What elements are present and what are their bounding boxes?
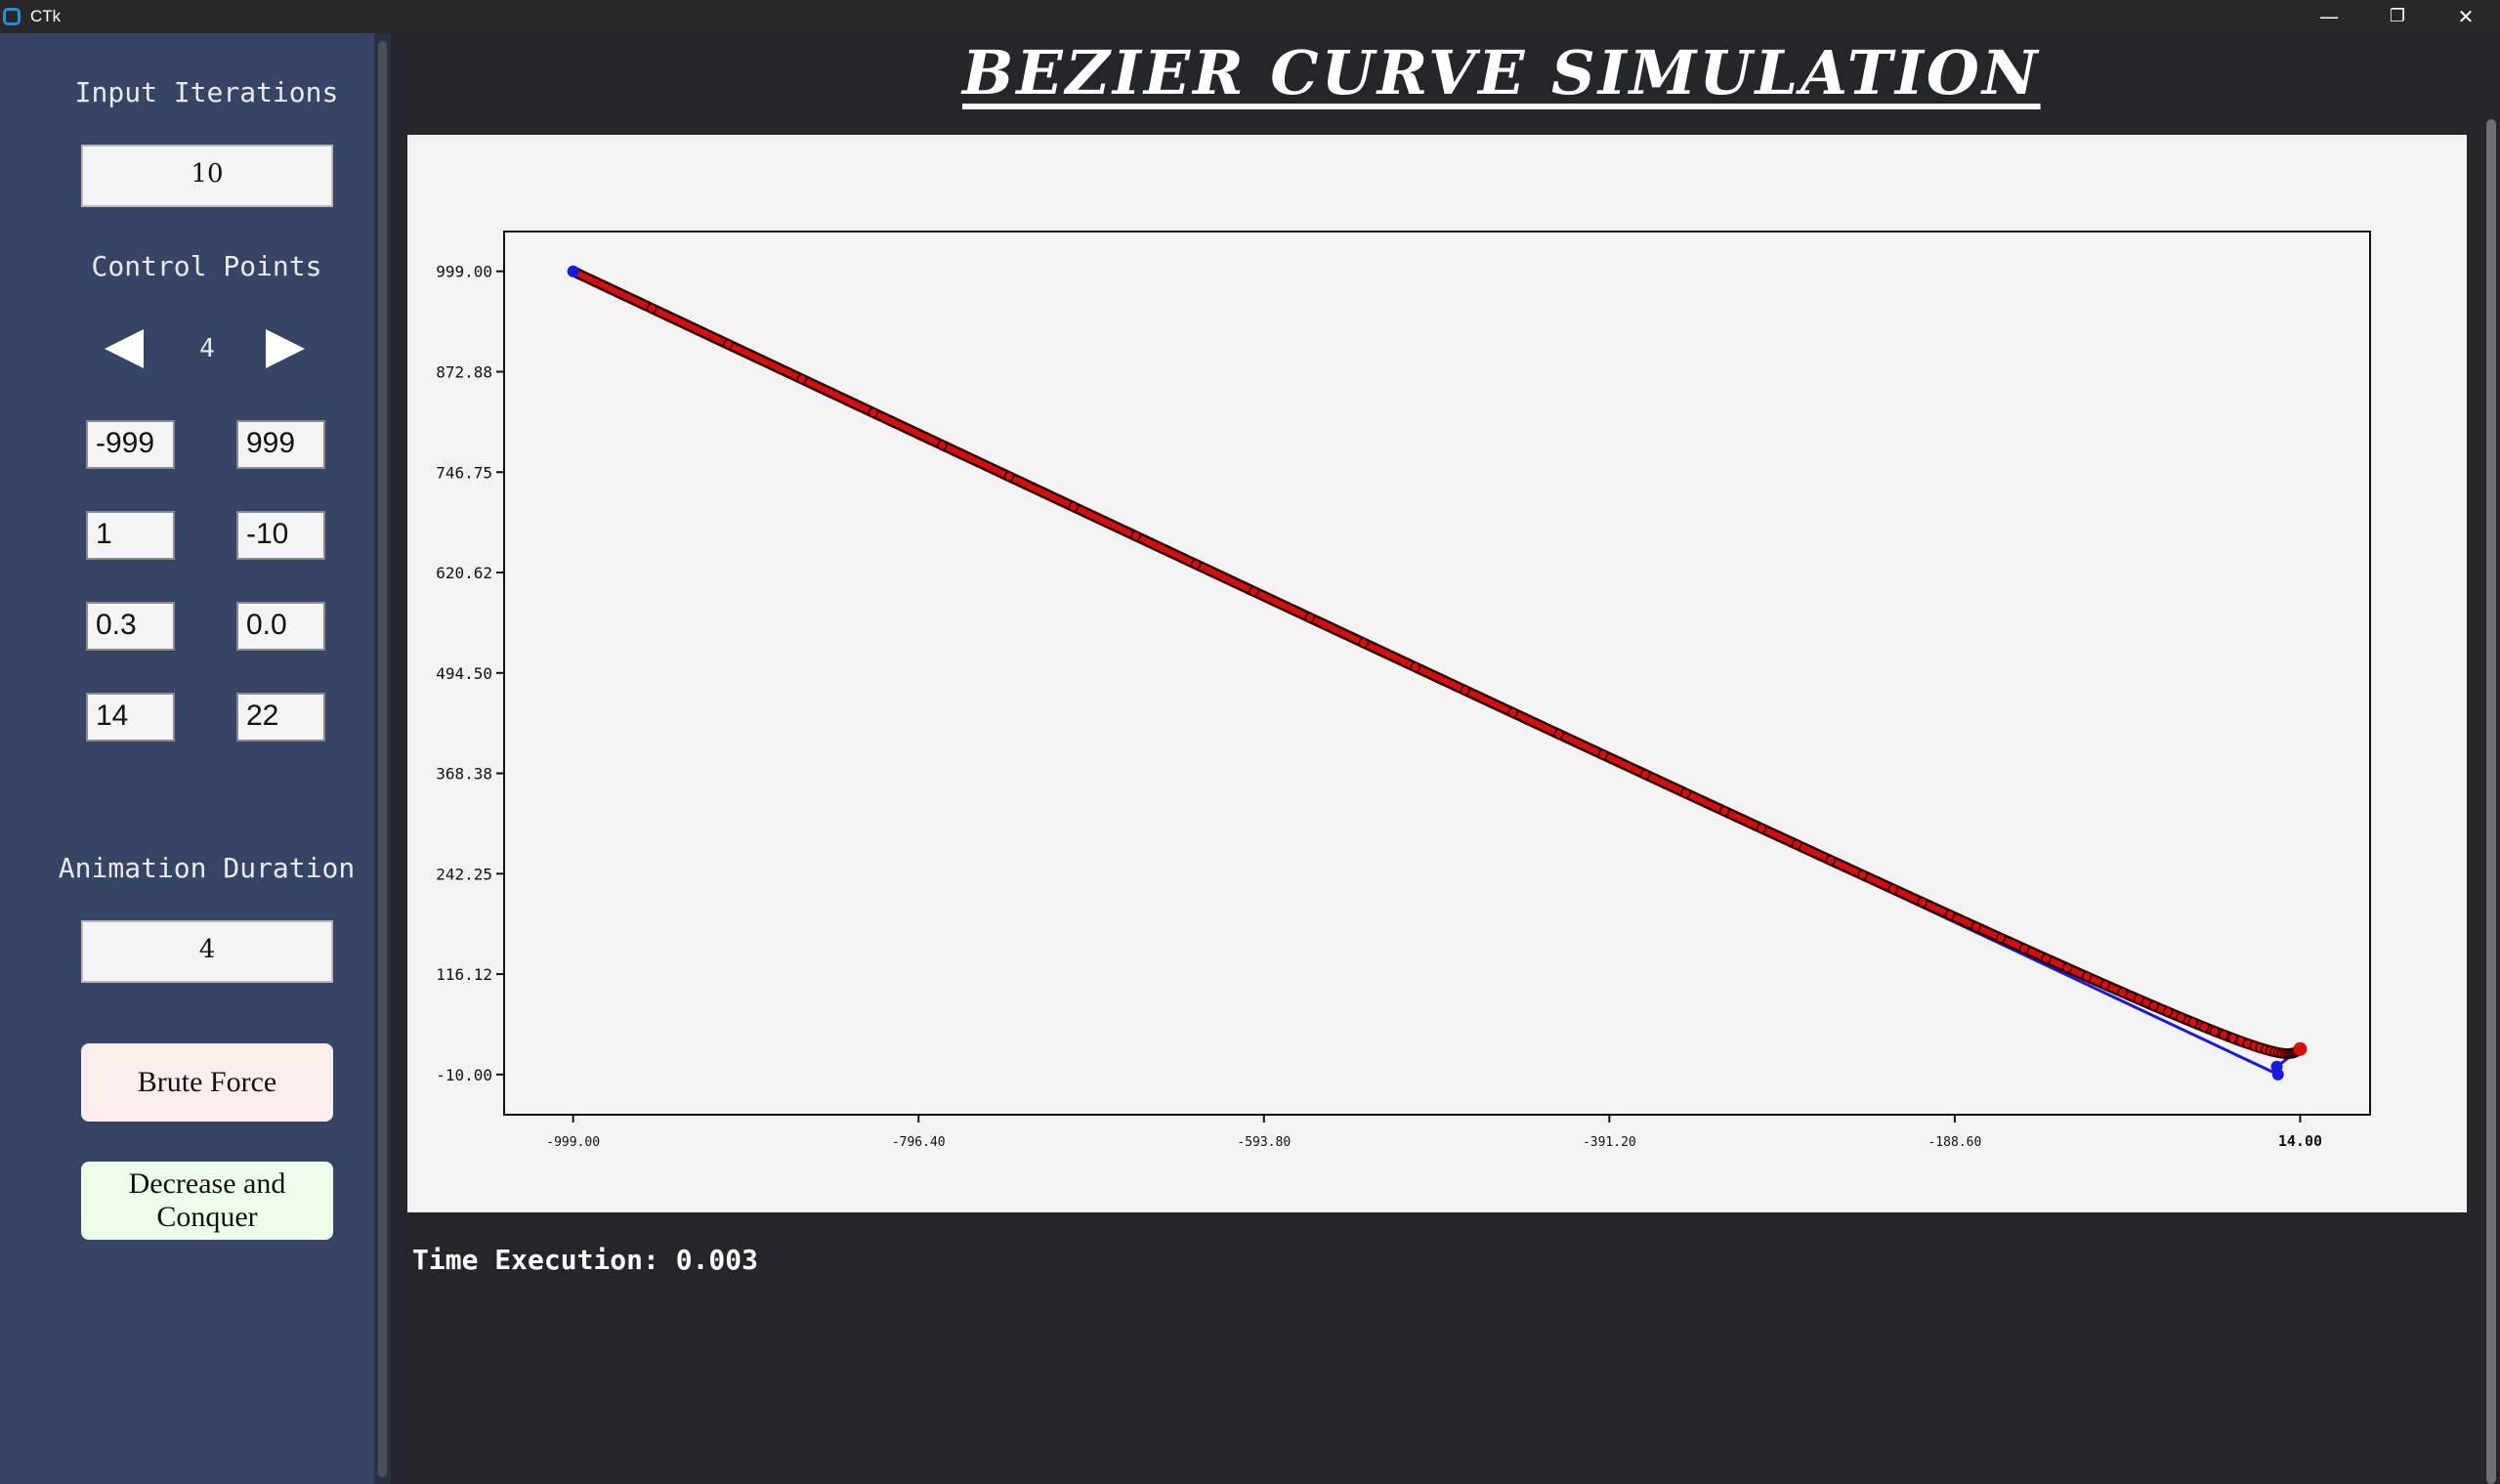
y-tick-label: 999.00 [436, 263, 492, 281]
curve-point [2041, 953, 2052, 964]
x-tick-label: -999.00 [546, 1135, 600, 1150]
curve-point [1068, 501, 1080, 513]
curve-point [2099, 979, 2111, 991]
curve-point [1944, 910, 1956, 920]
point-3-y-input[interactable]: 0.0 [236, 602, 325, 651]
minimize-button[interactable]: — [2319, 5, 2339, 28]
curve-point [796, 373, 808, 385]
curve-point [2061, 962, 2073, 974]
point-4-x-input[interactable]: 14 [86, 693, 175, 742]
point-1-x-input[interactable]: -999 [86, 420, 175, 469]
curve-outline [568, 266, 2306, 1059]
curve-point [1857, 869, 1868, 880]
y-tick-label: -10.00 [436, 1066, 492, 1084]
decrease-and-conquer-button[interactable]: Decrease and Conquer [81, 1162, 333, 1240]
curve-point [1507, 707, 1518, 718]
curve-point [1917, 897, 1928, 908]
curve-point [868, 407, 879, 418]
curve-point [1460, 685, 1470, 696]
curve-point [2148, 1000, 2159, 1011]
x-tick-label: 14.00 [2278, 1132, 2322, 1150]
curve-point [1410, 661, 1421, 673]
brute-force-button[interactable]: Brute Force [81, 1043, 333, 1122]
window-title: CTk [30, 7, 62, 25]
curve-point [1970, 921, 1981, 932]
y-tick-label: 746.75 [436, 463, 492, 482]
point-4-y-input[interactable]: 22 [236, 693, 325, 742]
sidebar-scrollbar[interactable] [374, 33, 391, 1484]
curve-point [646, 303, 657, 314]
y-tick-label: 494.50 [436, 664, 492, 683]
restore-button[interactable]: ❐ [2389, 6, 2406, 26]
curve-point [1190, 559, 1202, 570]
curve-point [1553, 729, 1564, 740]
curve-point [2133, 994, 2144, 1005]
x-tick-label: -593.80 [1237, 1135, 1291, 1150]
x-tick-label: -796.40 [892, 1135, 946, 1150]
curve-point [1718, 806, 1730, 817]
x-tick-label: -188.60 [1928, 1135, 1981, 1150]
curve-point [722, 339, 734, 350]
curve-point [2198, 1021, 2210, 1033]
y-tick-label: 620.62 [436, 564, 492, 582]
chart-panel: -999.00 -796.40 -593.80 -391.20 -188.60 14.00… [407, 135, 2467, 1212]
iterations-input[interactable]: 10 [81, 145, 333, 207]
curve-point [2018, 943, 2030, 954]
curve-point [2219, 1030, 2229, 1040]
sidebar: Input Iterations 10 Control Points 4 -99… [0, 33, 374, 1484]
control-point [2270, 1060, 2283, 1073]
point-3-x-input[interactable]: 0.3 [86, 602, 175, 651]
curve-point [2209, 1026, 2221, 1037]
window-titlebar: CTk — ❐ ✕ [0, 0, 2500, 33]
curve-point [1756, 823, 1767, 834]
curve-point [2162, 1006, 2174, 1018]
control-points-count: 4 [199, 334, 215, 363]
page-title: BEZIER CURVE SIMULATION [962, 37, 2041, 108]
y-tick-label: 242.25 [436, 865, 492, 883]
curve-point [1304, 612, 1315, 623]
curve-point [1639, 769, 1651, 780]
curve-point [1791, 839, 1802, 850]
duration-label: Animation Duration [58, 852, 356, 884]
decrease-points-arrow-icon[interactable] [105, 329, 144, 368]
time-execution-text: Time Execution: 0.003 [412, 1244, 759, 1276]
control-points-label: Control Points [91, 250, 322, 282]
sidebar-scrollbar-thumb[interactable] [378, 41, 387, 1477]
y-tick-label: 368.38 [436, 765, 492, 784]
point-2-y-input[interactable]: -10 [236, 511, 325, 560]
curve-point [1130, 530, 1141, 541]
main-scrollbar-thumb[interactable] [2486, 119, 2496, 1484]
iterations-label: Input Iterations [74, 76, 339, 108]
point-1-y-input[interactable]: 999 [236, 420, 325, 469]
x-tick-label: -391.20 [1583, 1135, 1636, 1150]
duration-input[interactable]: 4 [81, 920, 333, 983]
curve-point [2187, 1017, 2198, 1028]
app-logo-icon [3, 8, 21, 25]
curve-end-point [2293, 1041, 2308, 1056]
curve-point [2176, 1012, 2186, 1023]
curve-point [1358, 637, 1370, 649]
increase-points-arrow-icon[interactable] [266, 329, 305, 368]
curve-point [2081, 971, 2093, 982]
y-tick-label: 872.88 [436, 362, 492, 381]
curve-point [1249, 586, 1259, 597]
y-tick-label: 116.12 [436, 965, 492, 984]
curve-point [1003, 471, 1015, 482]
curve-point [1995, 932, 2007, 944]
curve-point [1680, 787, 1691, 799]
curve-point [1597, 749, 1609, 760]
curve-point [1887, 883, 1899, 895]
bezier-chart: -999.00 -796.40 -593.80 -391.20 -188.60 14.00… [436, 231, 2371, 1150]
curve-point [937, 440, 948, 450]
curve-point [2117, 987, 2128, 998]
control-point [567, 265, 579, 277]
point-2-x-input[interactable]: 1 [86, 511, 175, 560]
close-button[interactable]: ✕ [2457, 5, 2475, 28]
curve-point [1825, 855, 1836, 866]
